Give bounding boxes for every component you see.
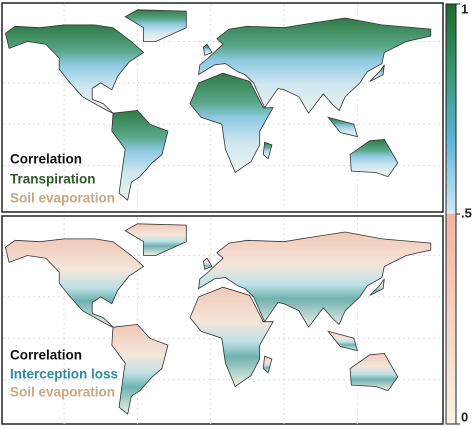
continent <box>124 223 187 256</box>
continent <box>202 257 213 270</box>
continent <box>111 323 169 415</box>
continent <box>124 9 187 42</box>
continent <box>189 72 274 174</box>
panel-title: Correlation <box>10 348 82 363</box>
continent <box>349 138 399 178</box>
continent <box>198 231 432 328</box>
continent <box>349 352 399 392</box>
panel-title: Correlation <box>10 152 82 167</box>
panel-line: Soil evaporation <box>10 385 115 400</box>
continent <box>111 109 169 201</box>
continent <box>4 24 145 114</box>
continent <box>327 330 358 352</box>
continent <box>262 141 273 160</box>
panel-line: Transpiration <box>10 172 96 187</box>
maps <box>3 4 442 424</box>
continent <box>327 116 358 138</box>
continent <box>198 17 432 114</box>
panel-line: Interception loss <box>10 367 118 382</box>
continent <box>369 64 385 82</box>
colorbar-tick-label: .5 <box>461 205 472 220</box>
colorbar-tick-label: 0 <box>461 409 468 424</box>
continent <box>202 43 213 56</box>
continent <box>189 286 274 388</box>
continent <box>4 238 145 328</box>
panel-line: Soil evaporation <box>10 191 115 206</box>
continent <box>369 278 385 296</box>
continent <box>262 355 273 374</box>
colorbar-tick-label: 1 <box>461 1 468 16</box>
colorbar <box>445 3 457 425</box>
